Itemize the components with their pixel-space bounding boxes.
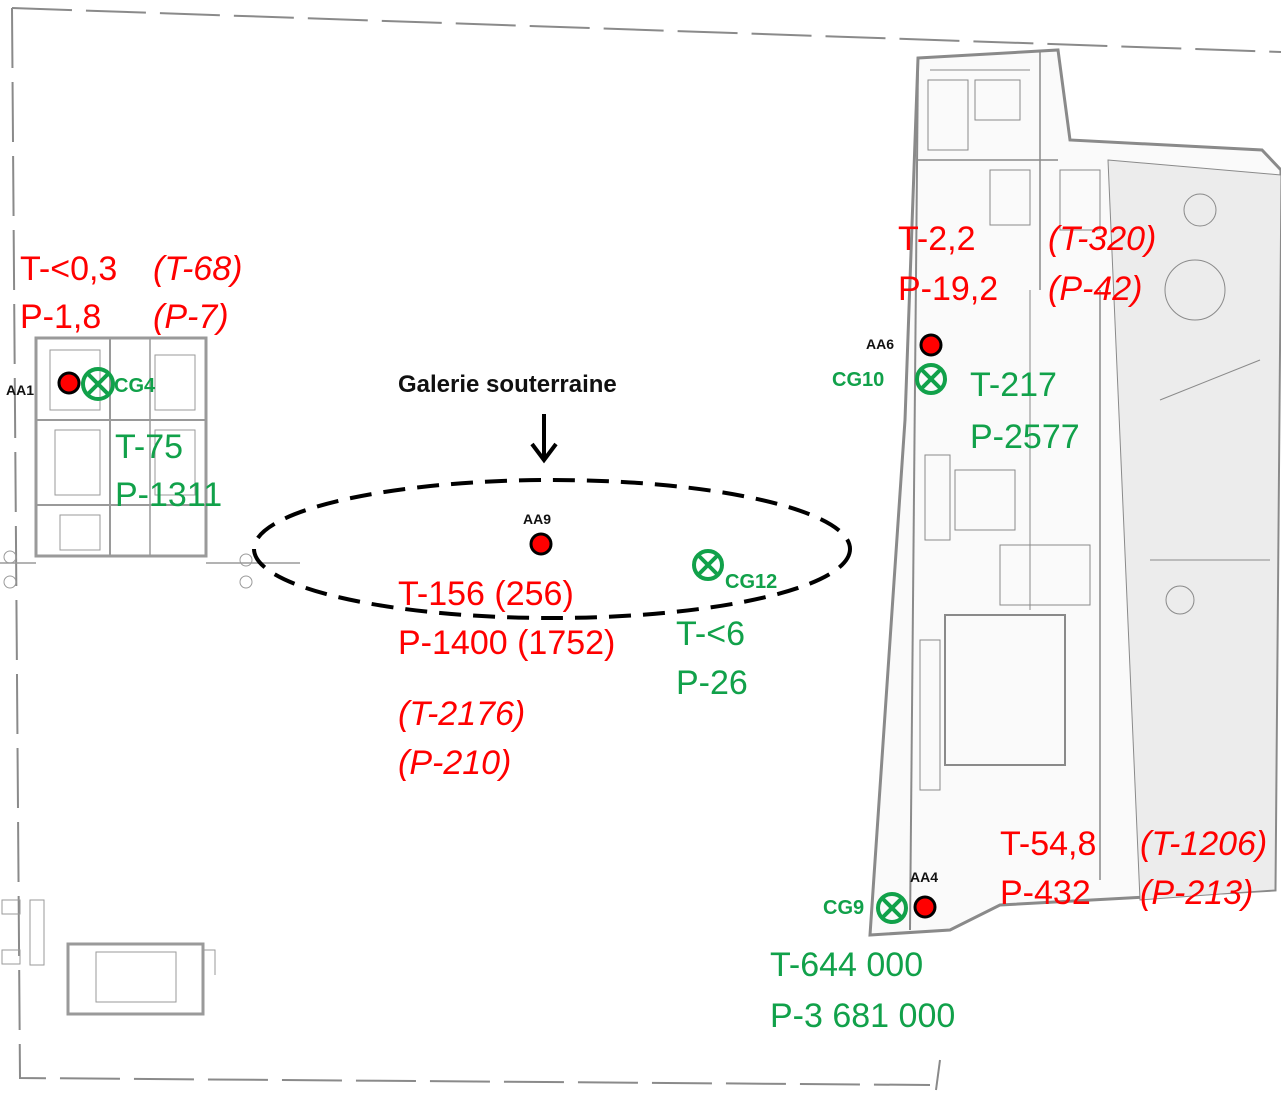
aa9-t-prev: (T-2176) [398, 695, 526, 733]
cg4-p: P-1311 [115, 476, 223, 514]
aa1-marker [57, 371, 81, 395]
aa1-label: AA1 [6, 382, 35, 398]
aa4-p: P-432 [1000, 874, 1091, 912]
south-west-building [1, 899, 216, 1016]
cg10-p: P-2577 [970, 418, 1080, 456]
aa9-label: AA9 [523, 511, 552, 527]
aa6-label: AA6 [866, 336, 895, 352]
cg10-label: CG10 [832, 369, 885, 391]
aa9-p: P-1400 (1752) [398, 624, 616, 662]
cg9-t: T-644 000 [770, 946, 924, 984]
aa9-p-prev: (P-210) [398, 744, 512, 782]
down-arrow-icon [530, 414, 558, 464]
cg4-marker [81, 367, 115, 401]
cg9-marker [876, 892, 908, 924]
cg12-p: P-26 [676, 664, 748, 702]
aa4-label: AA4 [910, 869, 939, 885]
aa1-p-prev: (P-7) [153, 298, 229, 336]
aa6-t-prev: (T-320) [1048, 220, 1157, 258]
aa6-t: T-2,2 [898, 220, 976, 258]
cg4-t: T-75 [115, 428, 184, 466]
cg9-p: P-3 681 000 [770, 997, 956, 1035]
cg12-t: T-<6 [676, 615, 745, 653]
cg12-marker [692, 549, 724, 581]
aa6-p-prev: (P-42) [1048, 270, 1143, 308]
aa4-t-prev: (T-1206) [1140, 825, 1268, 863]
cg12-label: CG12 [725, 571, 778, 593]
aa1-t: T-<0,3 [20, 250, 118, 288]
aa1-p: P-1,8 [20, 298, 102, 336]
site-boundary [11, 7, 1281, 1091]
cg9-label: CG9 [823, 897, 865, 919]
aa6-marker [919, 333, 943, 357]
west-building [0, 336, 300, 589]
aa-markers [57, 333, 943, 919]
gallery-title: Galerie souterraine [398, 371, 617, 398]
cg10-marker [915, 363, 947, 395]
aa1-t-prev: (T-68) [153, 250, 243, 288]
gallery-outline [252, 478, 852, 620]
cg10-t: T-217 [970, 366, 1057, 404]
aa4-p-prev: (P-213) [1140, 874, 1254, 912]
cg-markers [81, 363, 947, 924]
aa9-t: T-156 (256) [398, 575, 574, 613]
cg4-label: CG4 [114, 375, 156, 397]
aa4-marker [913, 895, 937, 919]
east-building [868, 48, 1281, 937]
aa4-t: T-54,8 [1000, 825, 1097, 863]
aa9-marker [529, 532, 553, 556]
aa6-p: P-19,2 [898, 270, 999, 308]
